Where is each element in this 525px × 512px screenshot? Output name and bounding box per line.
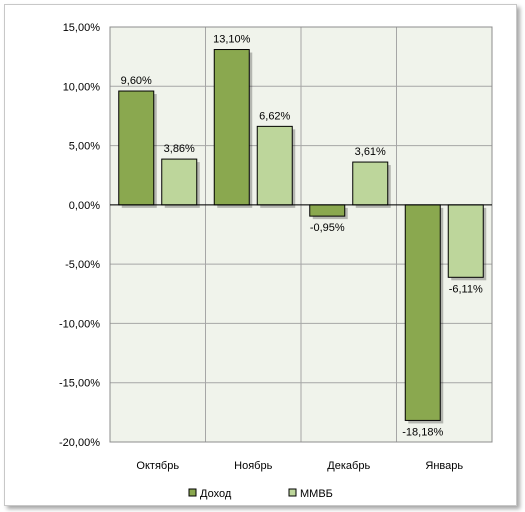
data-label: 6,62% [259, 110, 290, 122]
bar [447, 204, 484, 278]
bar [309, 204, 346, 217]
bar [352, 161, 389, 206]
y-tick-label: 5,00% [69, 141, 100, 153]
data-label: -18,18% [402, 426, 443, 438]
data-label: -0,95% [310, 222, 345, 234]
data-label: 9,60% [121, 75, 152, 87]
plot-border [109, 26, 493, 443]
y-tick-label: -20,00% [59, 437, 100, 449]
bar [161, 158, 198, 206]
data-label: 13,10% [213, 34, 251, 46]
data-label: -6,11% [449, 283, 483, 295]
x-tick-label: Октябрь [136, 460, 179, 472]
data-label: 3,61% [355, 146, 386, 158]
y-tick-label: 10,00% [63, 81, 101, 93]
y-tick-label: 0,00% [69, 200, 100, 212]
x-tick-label: Ноябрь [234, 460, 272, 472]
x-tick-label: Январь [425, 460, 463, 472]
y-tick-label: -10,00% [59, 318, 100, 330]
legend-swatch [288, 488, 297, 497]
bar [256, 125, 293, 206]
y-tick-label: -15,00% [59, 378, 100, 390]
x-tick-label: Декабрь [327, 460, 370, 472]
legend-label: ММВБ [300, 488, 333, 500]
y-tick-label: 15,00% [63, 22, 101, 34]
bar [118, 90, 155, 206]
bar [213, 49, 250, 206]
bar [404, 204, 441, 421]
legend-swatch [188, 488, 197, 497]
legend-label: Доход [200, 488, 232, 500]
y-tick-label: -5,00% [65, 259, 100, 271]
data-label: 3,86% [164, 143, 195, 155]
